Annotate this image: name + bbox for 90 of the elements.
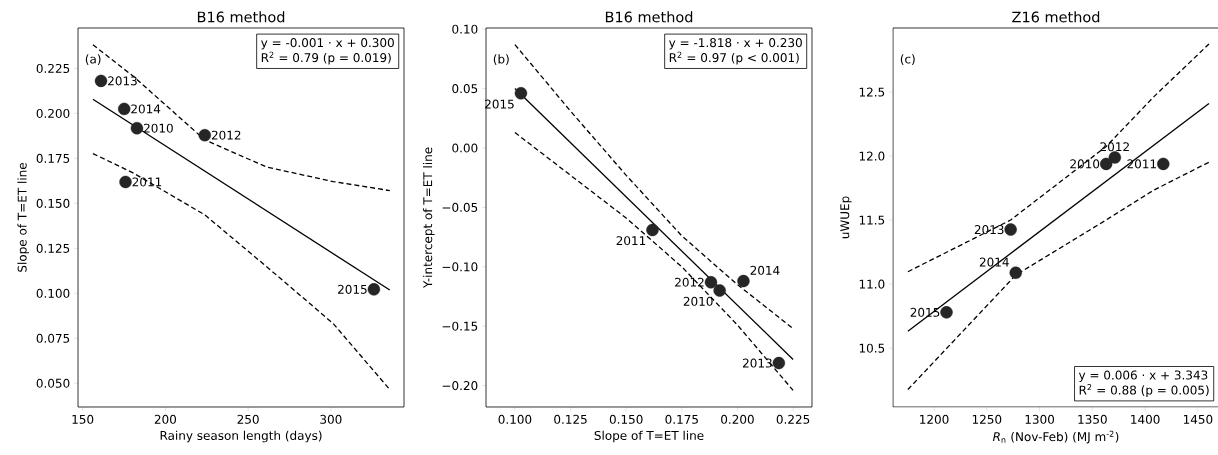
point <box>713 284 726 297</box>
point <box>1108 151 1122 164</box>
x-tick-label: 0.150 <box>609 414 643 424</box>
x-tick-label: 0.200 <box>721 414 754 424</box>
annotation: 2012 <box>1100 142 1129 152</box>
y-tick-label: 0.050 <box>36 378 70 388</box>
x-tick-label: 300 <box>320 414 342 424</box>
y-tick-label: −0.15 <box>442 321 478 331</box>
y-axis-title: Y-intercept of T=ET line <box>422 147 435 289</box>
x-tick-label: 0.175 <box>665 414 698 424</box>
point <box>130 121 144 135</box>
chart-title: B16 method <box>197 11 285 23</box>
point <box>772 356 786 370</box>
x-tick-label: 1400 <box>1131 414 1160 424</box>
annotation: 2011 <box>132 177 162 187</box>
annotation: y = -1.818 · x + 0.230 <box>669 38 802 50</box>
annotation: R$^{2}$ = 0.88 (p = 0.005) <box>1079 384 1209 397</box>
annotation: R$^{2}$ = 0.97 (p < 0.001) <box>669 51 799 65</box>
line-series <box>92 152 391 391</box>
annotation: 2013 <box>742 358 772 368</box>
point <box>1099 157 1113 171</box>
point <box>704 276 718 289</box>
point <box>198 129 211 142</box>
x-tick-label: 1250 <box>972 414 1002 424</box>
point <box>1004 223 1017 236</box>
annotation: 2010 <box>1070 159 1100 169</box>
x-tick-label: 1200 <box>920 414 949 424</box>
y-tick-label: 12.0 <box>859 151 885 161</box>
annotation: (a) <box>85 54 101 65</box>
point <box>1009 266 1022 279</box>
annotation: 2014 <box>750 265 780 275</box>
y-tick-label: −0.20 <box>442 381 478 391</box>
annotation: 2015 <box>485 99 514 109</box>
y-tick-label: 0.00 <box>452 143 478 153</box>
y-tick-label: 0.100 <box>36 288 70 298</box>
y-tick-label: 0.075 <box>36 333 70 343</box>
x-tick-label: 200 <box>154 414 177 424</box>
annotation: 2011 <box>1127 159 1156 169</box>
annotation: 2010 <box>144 123 173 133</box>
point <box>940 306 953 319</box>
chart-title: Z16 method <box>1012 11 1100 23</box>
annotation: 2015 <box>338 284 367 294</box>
y-tick-label: 11.0 <box>859 279 885 289</box>
annotation: y = -0.001 · x + 0.300 <box>261 38 394 50</box>
x-tick-label: 1300 <box>1025 414 1055 424</box>
annotation: R$^{2}$ = 0.79 (p = 0.019) <box>261 51 391 65</box>
y-tick-label: 0.125 <box>36 243 70 253</box>
point <box>737 274 750 288</box>
y-tick-label: −0.10 <box>442 262 478 272</box>
y-tick-label: 0.225 <box>36 63 70 74</box>
annotation: (c) <box>900 54 915 65</box>
point <box>646 223 659 237</box>
annotation: 2012 <box>675 277 704 287</box>
x-axis-title: Slope of T=ET line <box>594 430 704 443</box>
x-tick-label: 0.100 <box>498 414 532 424</box>
annotation: y = 0.006 · x + 3.343 <box>1078 370 1208 382</box>
annotation: 2013 <box>108 76 137 86</box>
x-tick-label: 0.225 <box>776 414 810 424</box>
annotation: (b) <box>493 54 509 65</box>
point <box>117 102 131 116</box>
y-tick-label: 0.200 <box>36 108 70 118</box>
point <box>367 283 381 296</box>
annotation: 2011 <box>616 236 646 246</box>
y-tick-label: 0.175 <box>36 153 70 163</box>
x-tick-label: 250 <box>237 414 259 424</box>
y-axis-title: uWUEp <box>840 196 852 239</box>
y-tick-label: 0.05 <box>452 84 478 94</box>
x-tick-label: 150 <box>72 414 94 424</box>
annotation: 2012 <box>211 130 241 140</box>
annotation: 2014 <box>131 104 161 114</box>
point <box>94 74 108 88</box>
annotation: 2010 <box>683 296 713 306</box>
x-tick-label: 1450 <box>1183 414 1213 424</box>
line-series <box>514 131 794 392</box>
y-tick-label: 0.150 <box>36 198 70 208</box>
point <box>119 175 132 189</box>
x-tick-label: 0.125 <box>554 414 587 424</box>
y-tick-label: 11.5 <box>859 215 885 225</box>
y-tick-label: −0.05 <box>442 202 478 212</box>
point <box>1157 157 1170 171</box>
y-tick-label: 12.5 <box>859 87 885 97</box>
y-tick-label: 0.10 <box>452 24 478 34</box>
y-axis-title: Slope of T=ET line <box>17 162 29 272</box>
point <box>514 87 528 100</box>
y-tick-label: 10.5 <box>859 343 885 353</box>
x-tick-label: 1350 <box>1078 414 1107 424</box>
annotation: 2013 <box>974 225 1004 235</box>
x-axis-title: Rainy season length (days) <box>160 430 322 443</box>
x-axis-title: R$_{n}$ (Nov-Feb) (MJ m$^{-2}$) <box>992 430 1119 444</box>
chart-title: B16 method <box>605 11 693 23</box>
